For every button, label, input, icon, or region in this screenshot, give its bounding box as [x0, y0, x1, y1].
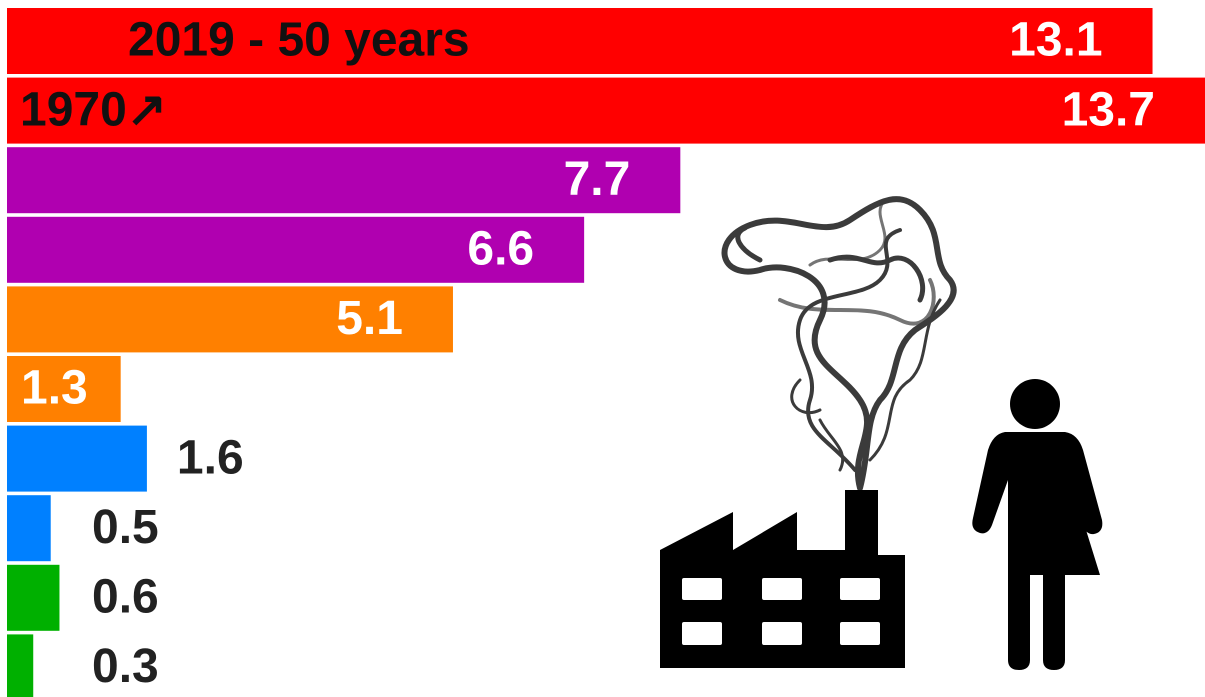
bar — [7, 147, 681, 214]
bar — [7, 286, 453, 353]
value-label: 6.6 — [467, 222, 534, 275]
smoke — [721, 196, 957, 491]
factory-icon — [660, 490, 905, 668]
value-label: 7.7 — [564, 153, 631, 206]
bar — [7, 8, 1153, 74]
bar — [7, 77, 1205, 144]
bar — [7, 564, 60, 631]
value-label: 13.1 — [1009, 14, 1102, 67]
value-label: 0.3 — [92, 640, 159, 693]
bar — [7, 634, 34, 697]
woman-icon — [972, 379, 1103, 670]
value-label: 13.7 — [1062, 83, 1155, 136]
bar — [7, 356, 121, 422]
bar — [7, 495, 51, 562]
bar — [7, 216, 585, 283]
bar — [7, 425, 147, 492]
value-label: 1.6 — [177, 431, 244, 484]
value-label: 0.6 — [92, 570, 159, 623]
value-label: 5.1 — [336, 292, 403, 345]
value-label: 0.5 — [92, 501, 159, 554]
bar-annotation: 2019 - 50 years — [128, 14, 470, 67]
value-label: 1.3 — [21, 362, 88, 415]
bar-annotation: 1970↗ — [20, 83, 167, 136]
